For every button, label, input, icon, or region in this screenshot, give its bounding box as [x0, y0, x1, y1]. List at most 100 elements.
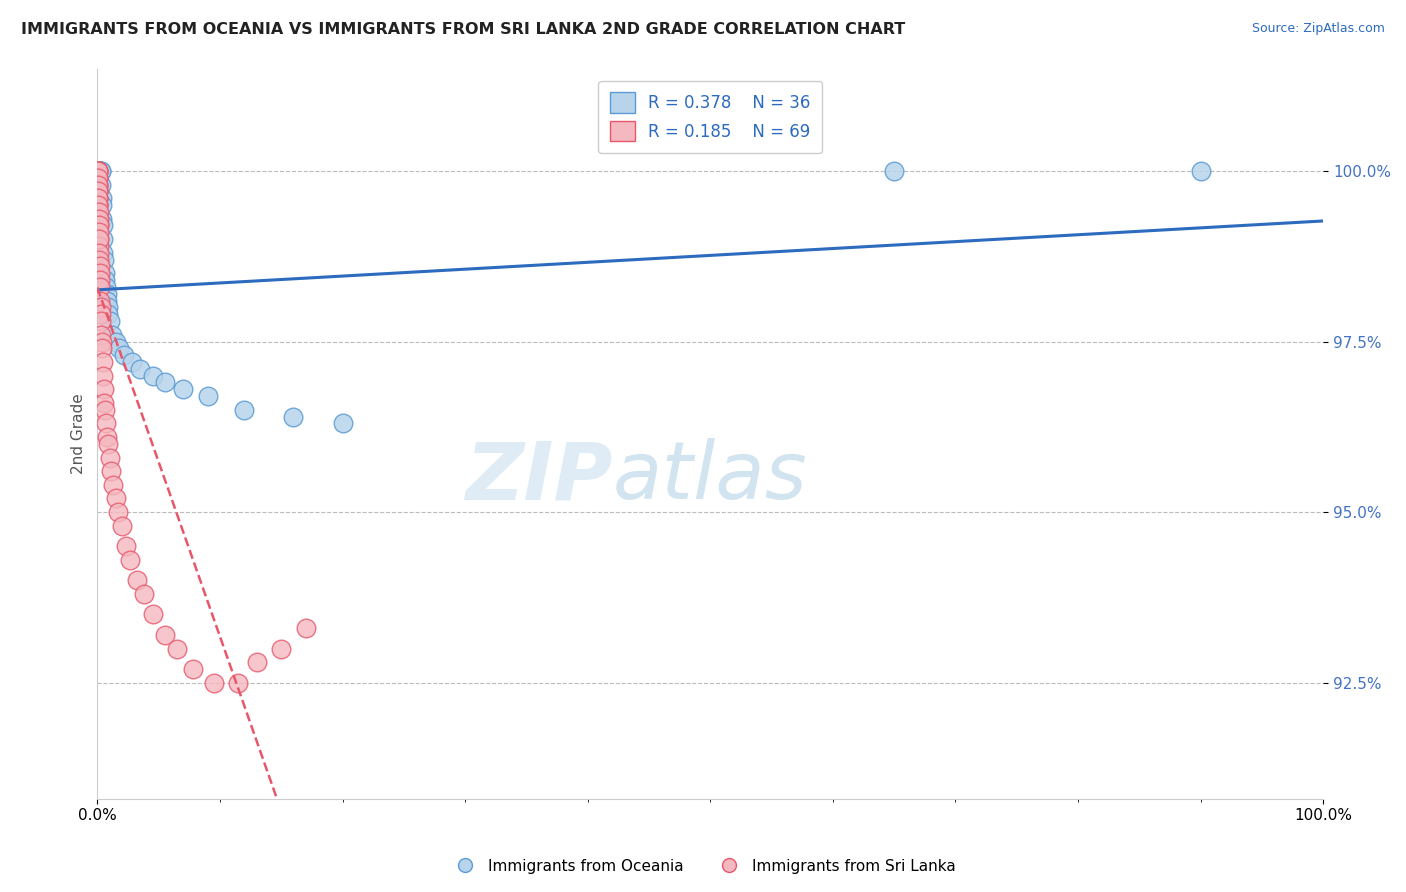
Point — [86, 185, 108, 199]
Point — [94, 402, 117, 417]
Point — [93, 382, 115, 396]
Point — [89, 266, 111, 280]
Point — [96, 417, 118, 431]
Point — [87, 191, 110, 205]
Point — [87, 211, 110, 226]
Point — [90, 307, 112, 321]
Point — [233, 402, 256, 417]
Point — [87, 204, 110, 219]
Text: atlas: atlas — [612, 439, 807, 516]
Point — [87, 198, 110, 212]
Point — [87, 164, 110, 178]
Point — [87, 239, 110, 253]
Point — [87, 219, 110, 233]
Point — [90, 334, 112, 349]
Point — [86, 178, 108, 192]
Point — [89, 164, 111, 178]
Point — [87, 198, 110, 212]
Point — [86, 164, 108, 178]
Legend: R = 0.378    N = 36, R = 0.185    N = 69: R = 0.378 N = 36, R = 0.185 N = 69 — [599, 80, 823, 153]
Point — [89, 273, 111, 287]
Text: ZIP: ZIP — [465, 439, 612, 516]
Point — [101, 327, 124, 342]
Y-axis label: 2nd Grade: 2nd Grade — [72, 393, 86, 474]
Point — [112, 348, 135, 362]
Point — [270, 641, 292, 656]
Point — [181, 662, 204, 676]
Point — [172, 382, 194, 396]
Point — [90, 301, 112, 315]
Point — [87, 178, 110, 192]
Point — [153, 376, 176, 390]
Point — [197, 389, 219, 403]
Point — [120, 553, 142, 567]
Point — [91, 211, 114, 226]
Point — [97, 301, 120, 315]
Point — [87, 185, 110, 199]
Point — [93, 266, 115, 280]
Point — [283, 409, 305, 424]
Point — [94, 280, 117, 294]
Point — [114, 539, 136, 553]
Point — [104, 334, 127, 349]
Point — [87, 164, 110, 178]
Point — [90, 164, 112, 178]
Point — [141, 607, 163, 622]
Point — [90, 164, 112, 178]
Point — [91, 342, 114, 356]
Point — [89, 232, 111, 246]
Point — [1189, 164, 1212, 178]
Point — [96, 286, 118, 301]
Point — [87, 170, 110, 185]
Point — [87, 225, 110, 239]
Point — [87, 185, 110, 199]
Point — [87, 178, 110, 192]
Point — [153, 628, 176, 642]
Point — [96, 430, 118, 444]
Point — [87, 191, 110, 205]
Point — [166, 641, 188, 656]
Point — [294, 621, 316, 635]
Point — [97, 437, 120, 451]
Point — [91, 355, 114, 369]
Point — [87, 191, 110, 205]
Point — [89, 260, 111, 274]
Point — [97, 307, 120, 321]
Point — [228, 675, 250, 690]
Point — [90, 327, 112, 342]
Point — [89, 293, 111, 308]
Point — [87, 232, 110, 246]
Point — [125, 574, 148, 588]
Point — [129, 361, 152, 376]
Point — [89, 164, 111, 178]
Text: IMMIGRANTS FROM OCEANIA VS IMMIGRANTS FROM SRI LANKA 2ND GRADE CORRELATION CHART: IMMIGRANTS FROM OCEANIA VS IMMIGRANTS FR… — [21, 22, 905, 37]
Point — [87, 211, 110, 226]
Point — [121, 355, 143, 369]
Point — [100, 464, 122, 478]
Point — [98, 314, 121, 328]
Point — [202, 675, 225, 690]
Point — [87, 185, 110, 199]
Point — [107, 505, 129, 519]
Point — [87, 170, 110, 185]
Point — [87, 198, 110, 212]
Point — [332, 417, 354, 431]
Point — [86, 164, 108, 178]
Point — [103, 478, 125, 492]
Legend: Immigrants from Oceania, Immigrants from Sri Lanka: Immigrants from Oceania, Immigrants from… — [444, 853, 962, 880]
Point — [91, 198, 114, 212]
Point — [108, 342, 131, 356]
Point — [90, 191, 112, 205]
Point — [90, 314, 112, 328]
Point — [111, 518, 134, 533]
Point — [91, 232, 114, 246]
Point — [96, 293, 118, 308]
Point — [883, 164, 905, 178]
Point — [89, 280, 111, 294]
Point — [104, 491, 127, 506]
Point — [89, 164, 111, 178]
Point — [93, 396, 115, 410]
Point — [98, 450, 121, 465]
Point — [89, 245, 111, 260]
Point — [87, 204, 110, 219]
